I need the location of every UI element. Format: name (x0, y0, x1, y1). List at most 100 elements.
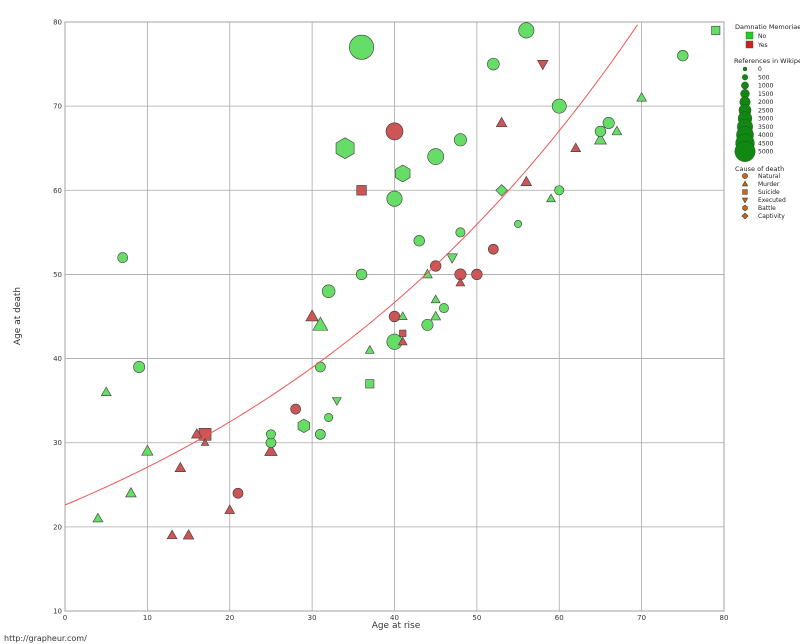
grid-lines (64, 21, 725, 612)
legend-label: 1500 (758, 91, 773, 98)
data-point (364, 344, 375, 354)
data-point (397, 311, 408, 320)
legend-cause-title: Cause of death (735, 165, 784, 173)
data-point (430, 294, 441, 304)
data-point (427, 148, 445, 165)
data-point (125, 487, 137, 498)
legend-label: Executed (758, 197, 786, 204)
legend-label: 3500 (758, 124, 773, 131)
data-point (495, 116, 508, 128)
legend-label: 1000 (758, 83, 773, 90)
trend-curve (64, 24, 638, 506)
legend-label: 0 (758, 66, 762, 73)
legend: Damnatio Memoriae No Yes References in Wiki… (734, 23, 800, 220)
legend-label: 5000 (758, 149, 773, 156)
data-point (551, 98, 567, 114)
data-point (546, 193, 556, 203)
data-point (570, 142, 582, 152)
data-point (711, 25, 721, 35)
legend-size-circle (742, 66, 748, 72)
x-tick-label: 20 (225, 614, 234, 622)
legend-shape-natural (742, 173, 748, 179)
data-point (487, 57, 500, 71)
legend-size-circle (741, 74, 749, 81)
legend-label: 2000 (758, 99, 773, 106)
legend-damnatio-title: Damnatio Memoriae (735, 23, 800, 31)
legend-label: 4000 (758, 132, 773, 139)
data-point (290, 403, 301, 415)
data-point (438, 303, 449, 314)
x-tick-label: 10 (143, 614, 152, 622)
data-point (365, 379, 375, 389)
data-point (677, 49, 689, 62)
x-tick-label: 50 (472, 614, 481, 622)
y-axis-ticks: 10 20 30 40 50 60 70 80 (53, 19, 62, 616)
legend-label: 3000 (758, 116, 773, 123)
data-point (395, 164, 411, 183)
legend-label: 500 (758, 74, 770, 81)
data-point (397, 336, 408, 346)
x-tick-label: 0 (63, 614, 67, 622)
trend-line (64, 24, 638, 506)
data-point (349, 34, 375, 60)
x-axis-ticks: 0 10 20 30 40 50 60 70 80 (63, 614, 729, 622)
y-axis-label: Age at death (13, 287, 23, 345)
y-tick-label: 60 (53, 187, 62, 195)
y-tick-label: 50 (53, 271, 62, 279)
y-tick-label: 40 (53, 355, 62, 363)
data-point (264, 443, 278, 456)
data-point (331, 397, 342, 406)
data-point (92, 512, 104, 523)
data-point (297, 418, 311, 433)
data-point (191, 428, 203, 439)
data-point (514, 220, 522, 228)
watermark: http://grapheur.com/ (4, 634, 87, 643)
data-point (315, 428, 326, 440)
data-point (488, 243, 499, 255)
data-point (518, 22, 535, 39)
legend-label: Murder (758, 181, 780, 188)
data-point (182, 529, 195, 540)
data-point (324, 412, 334, 422)
legend-label: Yes (757, 42, 768, 49)
data-point (386, 190, 403, 207)
y-tick-label: 70 (53, 103, 62, 111)
legend-label: Battle (758, 205, 776, 212)
legend-shape-executed (741, 197, 749, 204)
data-point (356, 185, 367, 196)
x-tick-label: 30 (308, 614, 317, 622)
data-point (455, 227, 466, 238)
data-point (224, 504, 236, 514)
x-tick-label: 40 (390, 614, 399, 622)
x-axis-label: Age at rise (372, 621, 421, 631)
data-point (174, 461, 187, 473)
legend-size-circle (734, 141, 756, 162)
x-tick-label: 60 (555, 614, 564, 622)
legend-label: Natural (758, 173, 780, 180)
data-point (117, 252, 128, 263)
data-point (413, 235, 425, 247)
legend-shape-murder (741, 180, 749, 187)
legend-label: Captivity (758, 213, 785, 220)
data-point (141, 444, 154, 456)
data-point (495, 184, 508, 197)
data-point (265, 429, 276, 440)
data-points (92, 22, 721, 540)
legend-label: 2500 (758, 107, 773, 114)
legend-label: Suicide (758, 189, 780, 196)
data-point (446, 253, 458, 264)
legend-refs-title: References in Wikipedia (734, 57, 800, 65)
data-point (471, 268, 483, 281)
data-point (593, 132, 607, 145)
data-point (232, 487, 244, 499)
legend-swatch-yes (745, 40, 754, 49)
data-point (453, 133, 467, 147)
legend-shape-battle (742, 204, 748, 212)
data-point (520, 175, 533, 186)
data-point (455, 277, 466, 287)
data-point (388, 310, 401, 323)
data-point (100, 386, 112, 397)
legend-shape-suicide (742, 189, 748, 195)
legend-label: No (758, 33, 766, 40)
